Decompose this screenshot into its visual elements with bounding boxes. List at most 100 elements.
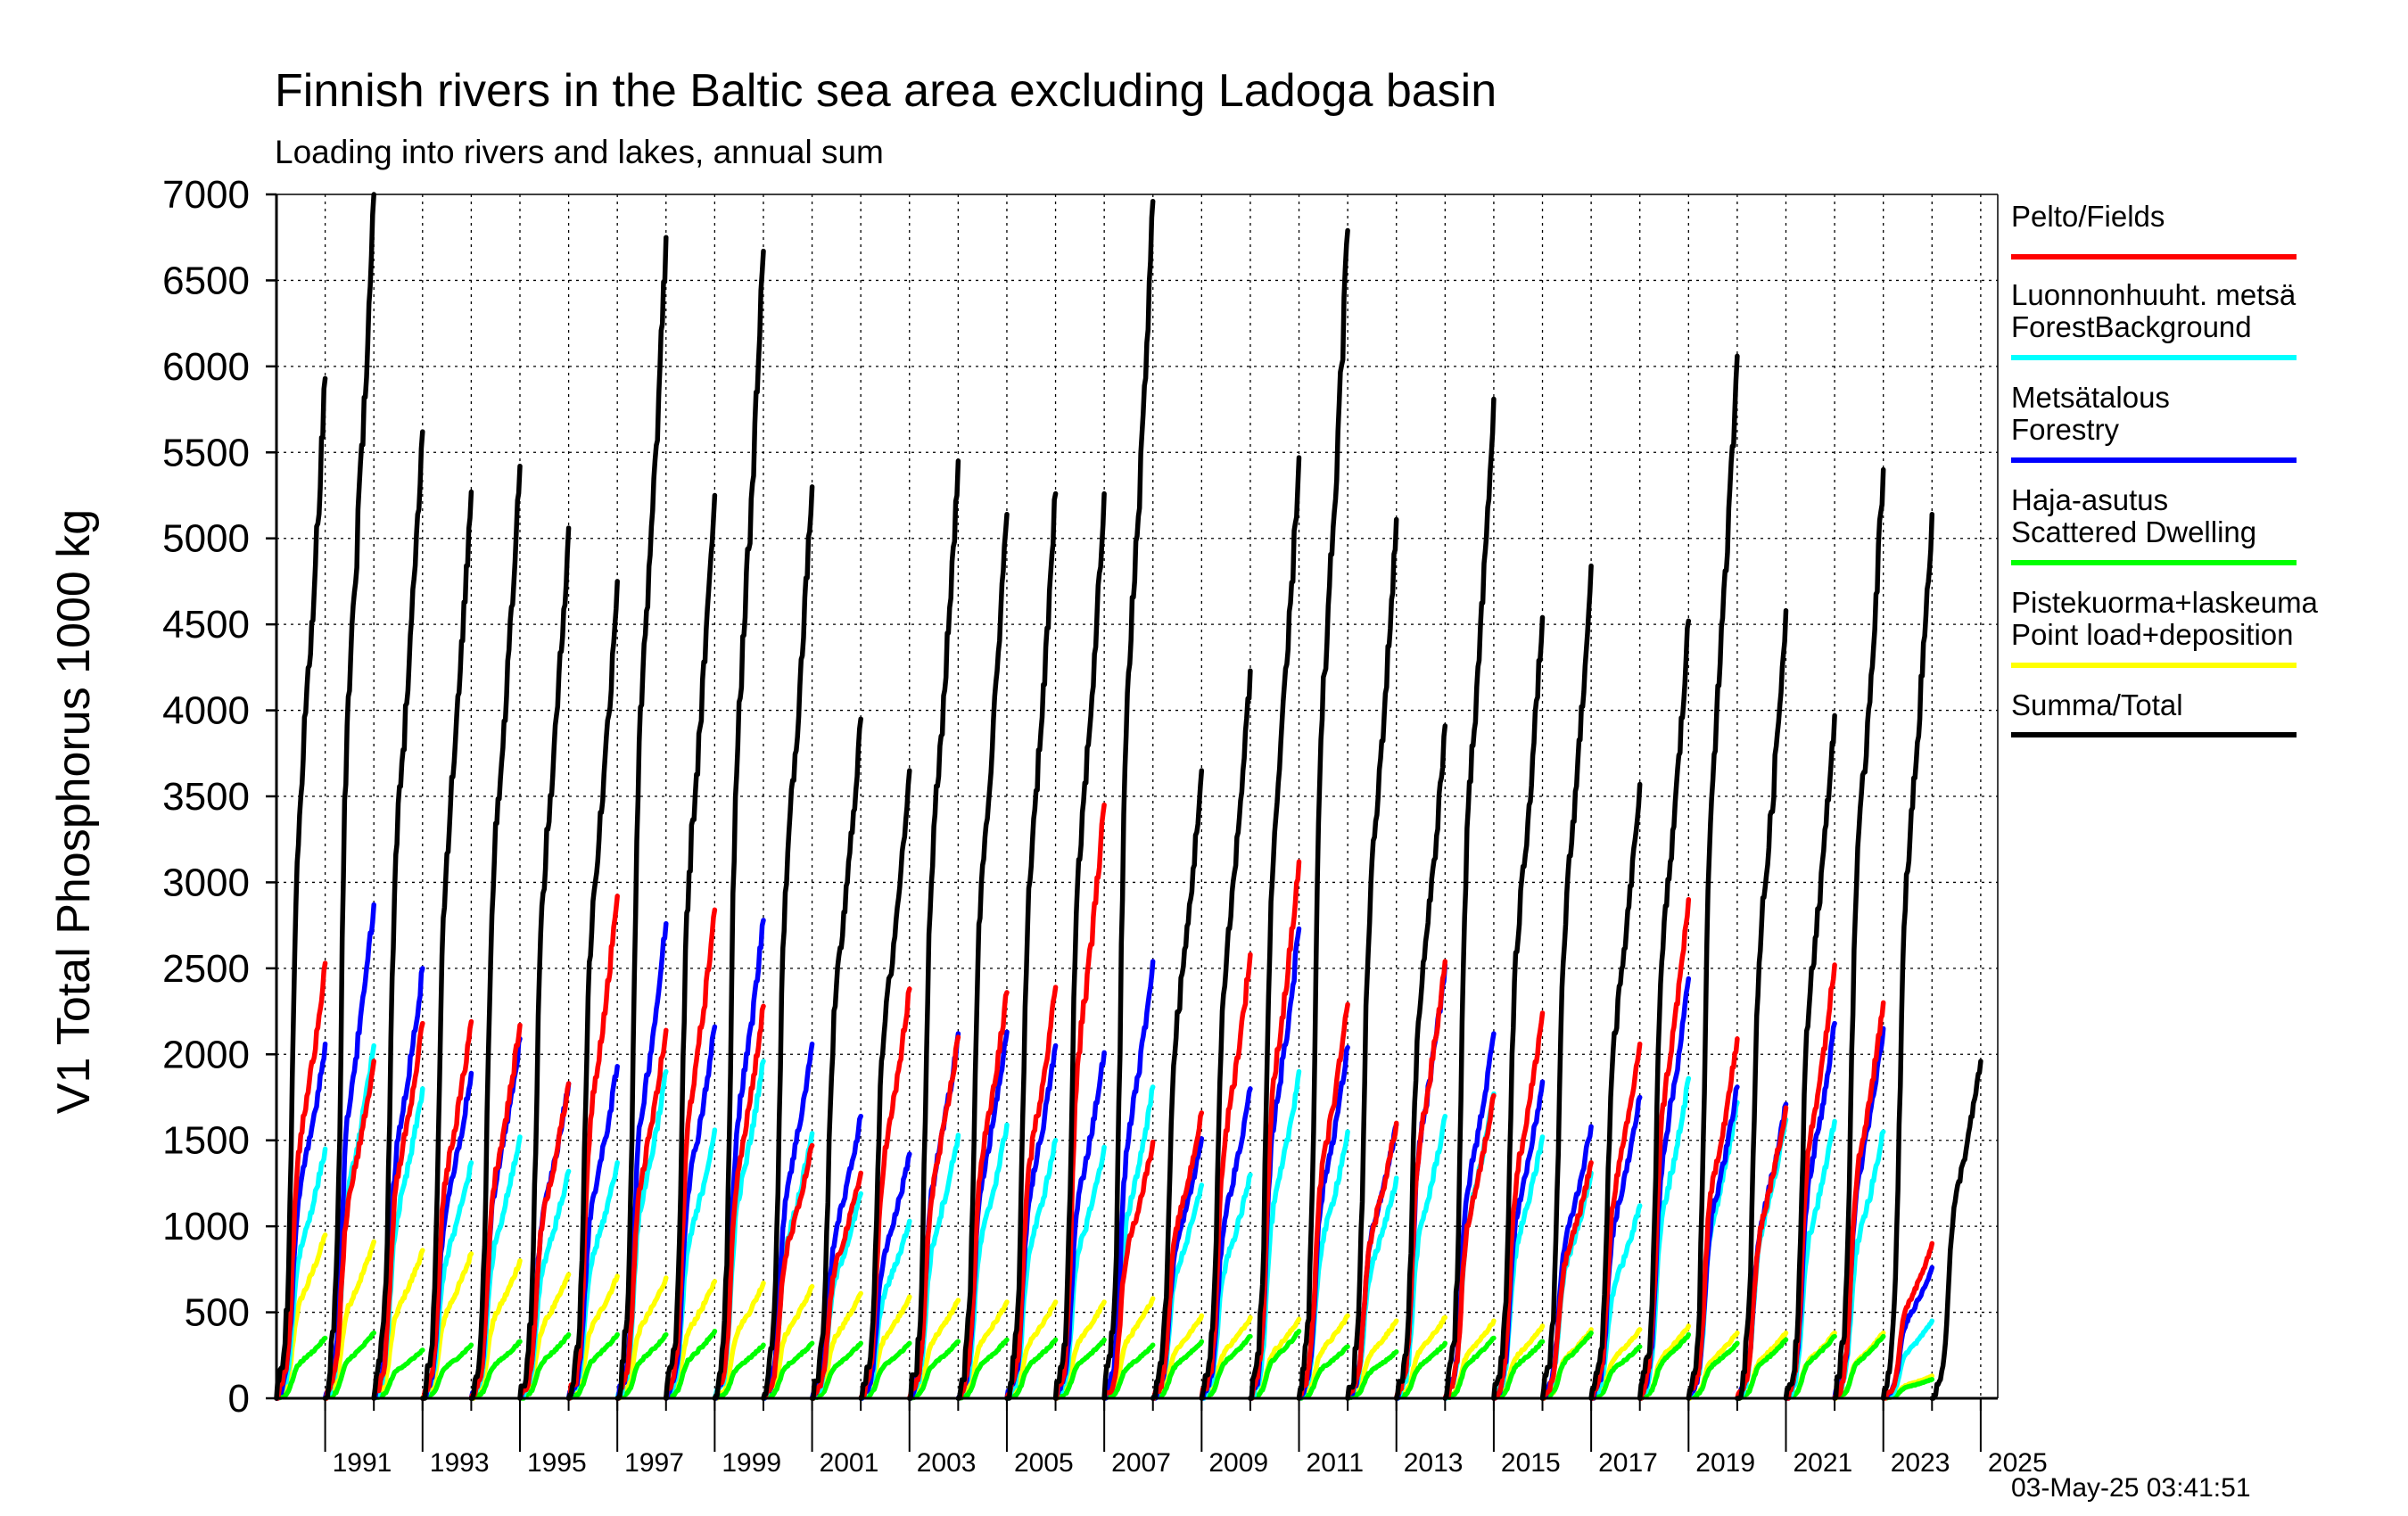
x-tick-label: 2025 (1988, 1448, 2048, 1478)
series-line-4-1993 (420, 1251, 474, 1401)
y-tick-label: 2000 (162, 1033, 250, 1076)
series-line-5-2015 (1491, 614, 1546, 1401)
y-tick-label: 7000 (162, 173, 250, 217)
series-line-3-2007 (1101, 1342, 1156, 1401)
series-line-5-1993 (420, 489, 474, 1401)
series-line-3-1991 (322, 1330, 376, 1401)
series-line-3-1999 (712, 1342, 766, 1401)
x-tick-label: 2017 (1598, 1448, 1658, 1478)
legend-swatch (2011, 732, 2297, 737)
series-line-3-2022 (1832, 1333, 1886, 1401)
series-line-3-1990 (274, 1335, 328, 1401)
series-line-1-2018 (1637, 1075, 1692, 1401)
axes: 0 500 1000 1500 2000 2500 3000 3500 4000 4500 5000… (162, 173, 2048, 1478)
legend-label: Pistekuorma+laskeuma (2011, 586, 2318, 619)
y-tick-label: 4500 (162, 603, 250, 647)
legend-swatch (2011, 254, 2297, 260)
x-tick-label: 2019 (1695, 1448, 1755, 1478)
legend-label: Metsätalous (2011, 381, 2170, 414)
series-line-5-2003 (907, 458, 961, 1401)
series-line-0-2023 (1880, 1240, 1935, 1401)
series-line-5-2005 (1004, 490, 1059, 1401)
y-tick-label: 1500 (162, 1119, 250, 1163)
legend-label: Haja-asutus (2011, 483, 2169, 516)
series-line-5-1998 (664, 492, 718, 1401)
legend-item: Pistekuorma+laskeuma Point load+depositio… (2011, 587, 2395, 651)
y-tick-label: 5500 (162, 431, 250, 474)
series-line-5-1994 (468, 463, 523, 1401)
series-line-5-1992 (371, 429, 425, 1401)
series-line-0-2017 (1588, 1041, 1643, 1401)
series-line-3-2006 (1052, 1337, 1107, 1401)
y-tick-label: 3000 (162, 861, 250, 904)
series-line-5-2011 (1296, 227, 1350, 1401)
y-tick-label: 500 (185, 1291, 250, 1335)
x-tick-label: 1999 (722, 1448, 781, 1478)
series-line-0-1999 (712, 1003, 766, 1401)
series-line-0-1995 (517, 1081, 572, 1401)
series-line-3-2004 (955, 1337, 1010, 1401)
series-line-1-2005 (1004, 1137, 1059, 1401)
series-line-3-2019 (1686, 1340, 1740, 1401)
x-tick-label: 2021 (1794, 1448, 1853, 1478)
series-line-5-1996 (565, 579, 620, 1401)
series-line-0-1994 (468, 1022, 523, 1401)
series-line-0-2014 (1442, 1092, 1497, 1401)
series-line-4-2004 (955, 1299, 1010, 1401)
series-line-3-2013 (1393, 1340, 1448, 1401)
series-line-5-1999 (712, 248, 766, 1401)
legend-swatch (2011, 457, 2297, 463)
legend-item: Metsätalous Forestry (2011, 382, 2395, 446)
y-tick-label: 5000 (162, 517, 250, 561)
series-line-0-2000 (761, 1142, 815, 1401)
series-line-5-1995 (517, 525, 572, 1401)
series-line-5-2020 (1735, 607, 1789, 1401)
x-tick-label: 2011 (1307, 1448, 1365, 1478)
series-line-3-2015 (1491, 1339, 1546, 1401)
x-tick-label: 2023 (1891, 1448, 1950, 1478)
series-line-5-2022 (1832, 466, 1886, 1401)
series-line-0-1998 (664, 907, 718, 1401)
x-tick-label: 1995 (527, 1448, 587, 1478)
series-line-5-2000 (761, 484, 815, 1401)
x-tick-label: 2003 (917, 1448, 977, 1478)
series-line-0-2015 (1491, 1010, 1546, 1401)
series-line-5-2021 (1783, 713, 1837, 1401)
legend-label: Scattered Dwelling (2011, 515, 2257, 548)
x-tick-label: 1991 (333, 1448, 392, 1478)
series-line-3-2021 (1783, 1333, 1837, 1401)
series-line-5-2007 (1101, 198, 1156, 1401)
series-line-5-2002 (858, 768, 912, 1401)
legend-label: Luonnonhuuht. metsä (2011, 278, 2297, 311)
series-line-5-2012 (1345, 516, 1399, 1401)
series-line-0-1993 (420, 1018, 474, 1401)
series-line-4-1992 (371, 1248, 425, 1401)
series-line-5-2023 (1880, 511, 1935, 1401)
series-line-0-2003 (907, 1034, 961, 1401)
series-line-0-1991 (322, 1059, 376, 1401)
series-line-0-2002 (858, 986, 912, 1401)
series-line-1-1998 (664, 1127, 718, 1401)
series-line-3-1997 (614, 1331, 669, 1401)
series-line-3-2020 (1735, 1337, 1789, 1401)
series-line-0-1990 (274, 960, 328, 1401)
legend-label: Summa/Total (2011, 688, 2183, 721)
series-line-5-1990 (274, 375, 328, 1401)
series-line-5-2010 (1248, 455, 1302, 1401)
y-tick-label: 2500 (162, 947, 250, 991)
x-tick-label: 2005 (1014, 1448, 1074, 1478)
y-tick-label: 6000 (162, 345, 250, 389)
series-line-3-2016 (1539, 1330, 1594, 1401)
series-line-5-2006 (1052, 490, 1107, 1401)
series-line-3-2002 (858, 1340, 912, 1401)
y-tick-label: 3500 (162, 775, 250, 819)
legend-swatch (2011, 663, 2297, 668)
series-line-0-2011 (1296, 1001, 1350, 1401)
series-line-3-2005 (1004, 1337, 1059, 1401)
series-line-5-2013 (1393, 723, 1448, 1401)
legend-label: Point load+deposition (2011, 618, 2294, 651)
series-line-0-2001 (809, 1170, 863, 1401)
y-tick-label: 4000 (162, 689, 250, 733)
series-line-3-2018 (1637, 1331, 1692, 1401)
grid (276, 194, 1998, 1398)
